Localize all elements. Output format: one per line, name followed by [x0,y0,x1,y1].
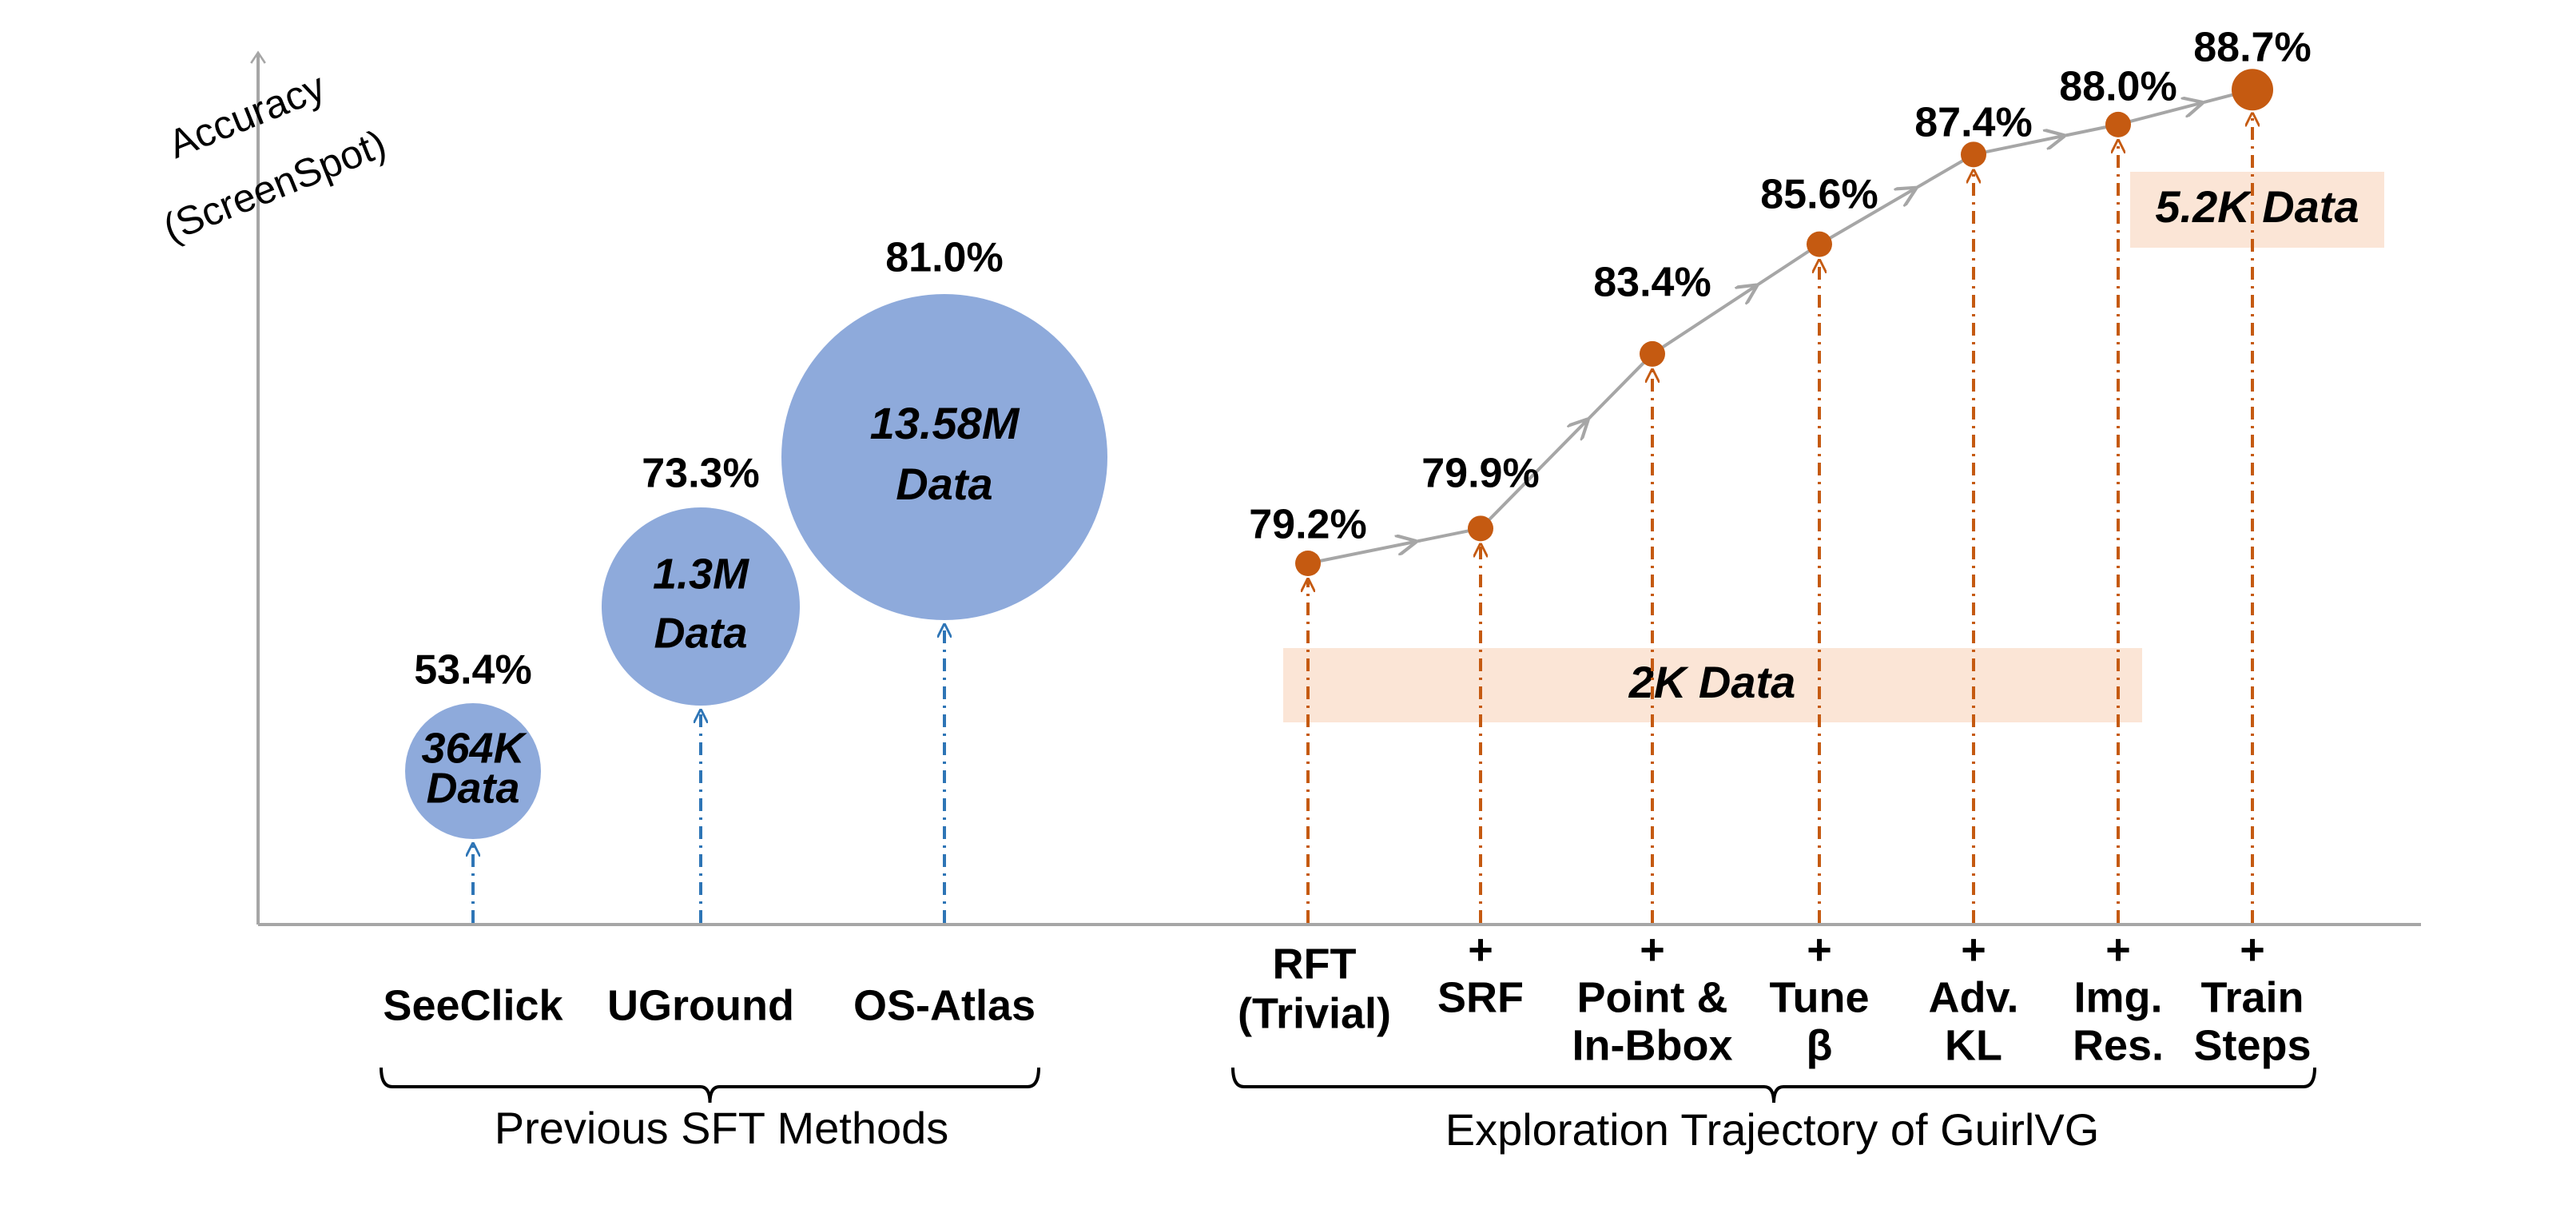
traj-segment-1 [1479,352,1654,530]
traj-accuracy-label-2: 83.4% [1593,260,1711,306]
traj-step-label-5-1: Img. [2073,973,2162,1021]
traj-segment-arrow-2 [1752,286,1756,288]
sft-method-name-1: UGround [607,981,794,1029]
sft-bubble-2 [781,294,1107,620]
sft-accuracy-label-1: 73.3% [642,451,759,497]
traj-point-3 [1807,231,1832,257]
traj-step-label-6-2: Steps [2193,1021,2311,1069]
traj-step-label-4-0: + [1961,925,1986,973]
group-label-trajectory: Exploration Trajectory of GuirlVG [1445,1104,2100,1155]
traj-point-6 [2232,69,2273,111]
sft-accuracy-label-0: 53.4% [414,647,531,694]
traj-step-label-6-0: + [2240,925,2265,973]
traj-segment-arrow-1 [1584,420,1587,424]
traj-step-label-2-0: + [1640,925,1665,973]
traj-step-label-6-1: Train [2200,973,2304,1021]
traj-step-label-1-1: SRF [1437,973,1524,1021]
sft-bubble-0 [405,703,541,839]
traj-step-label-0-0: RFT [1273,940,1357,988]
traj-point-5 [2105,111,2131,137]
traj-accuracy-label-6: 88.7% [2193,25,2311,71]
traj-segment-arrow-4 [2058,136,2063,137]
sft-data-label-2-1: Data [896,459,992,509]
traj-accuracy-label-0: 79.2% [1249,502,1366,548]
sft-data-label-0-0: 364K [421,724,527,772]
sft-method-name-0: SeeClick [383,981,563,1029]
sft-bubble-1 [602,507,800,706]
traj-step-label-3-2: β [1807,1021,1833,1069]
traj-segment-arrow-0 [1410,542,1415,543]
traj-step-label-3-0: + [1807,925,1832,973]
traj-step-label-4-2: KL [1945,1021,2002,1069]
traj-point-2 [1640,340,1665,367]
sft-data-label-1-0: 1.3M [653,550,749,598]
traj-segment-arrow-3 [1910,189,1914,191]
band-2k-data-label: 2K Data [1628,657,1796,707]
traj-accuracy-label-3: 85.6% [1760,172,1878,218]
group-label-sft: Previous SFT Methods [495,1103,949,1153]
traj-segment-arrow-5 [2196,103,2201,105]
sft-method-name-2: OS-Atlas [853,981,1036,1029]
traj-accuracy-label-5: 88.0% [2059,64,2176,110]
traj-point-0 [1295,551,1321,576]
traj-point-1 [1468,515,1493,542]
traj-step-label-3-1: Tune [1770,973,1870,1021]
group-brace-sft [380,1067,1040,1104]
band-2k-data [1283,648,2142,722]
sft-data-label-2-0: 13.58M [870,398,1020,448]
traj-accuracy-label-1: 79.9% [1421,451,1539,497]
sft-data-label-1-1: Data [654,609,747,657]
traj-step-label-0-1: (Trivial) [1238,989,1391,1037]
band-5k-data [2130,172,2384,248]
traj-accuracy-label-4: 87.4% [1914,100,2032,146]
sft-data-label-0-1: Data [426,764,519,812]
traj-step-label-5-0: + [2105,925,2131,973]
traj-step-label-4-1: Adv. [1928,973,2018,1021]
band-5k-data-label: 5.2K Data [2155,181,2359,232]
group-brace-trajectory [1231,1067,2316,1104]
traj-step-label-2-1: Point & [1577,973,1728,1021]
traj-step-label-2-2: In-Bbox [1572,1021,1733,1069]
sft-accuracy-label-2: 81.0% [885,235,1003,281]
traj-step-label-5-2: Res. [2073,1021,2164,1069]
traj-step-label-1-0: + [1468,925,1493,973]
traj-segment-0 [1307,527,1481,565]
traj-point-4 [1961,141,1986,168]
